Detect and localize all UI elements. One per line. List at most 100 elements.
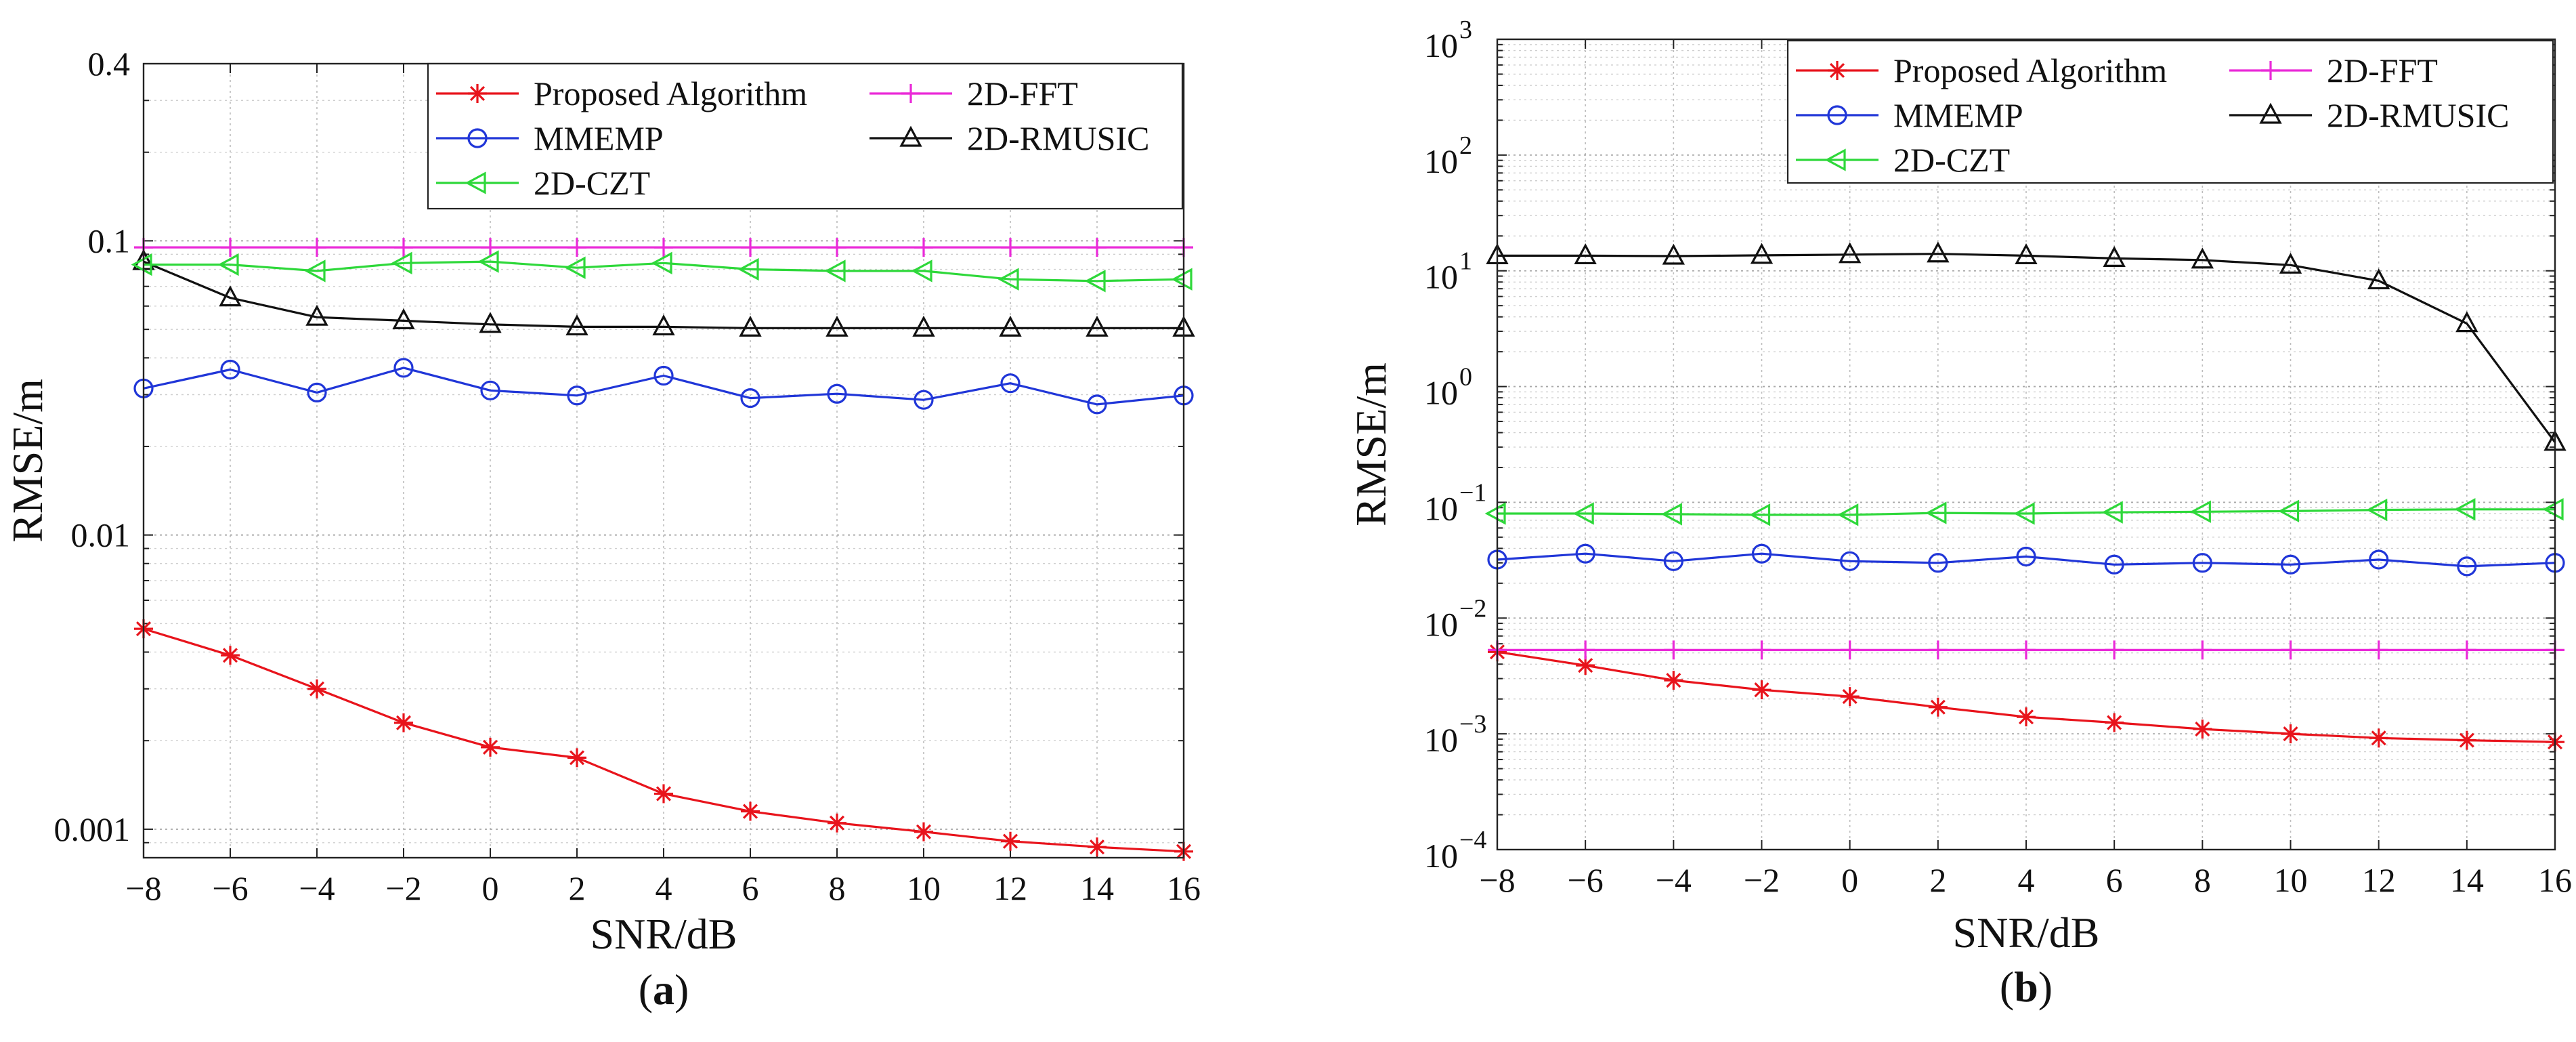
legend-item-2d-fft-point bbox=[2261, 61, 2280, 80]
legend-item-2d-rmusic-label: 2D-RMUSIC bbox=[2327, 96, 2509, 134]
x-tick-label: −4 bbox=[1656, 861, 1692, 899]
series-mmemp-point bbox=[2280, 554, 2301, 575]
series-2d-fft-point bbox=[2281, 640, 2300, 660]
series-2d-fft-point bbox=[2105, 640, 2124, 660]
series-2d-rmusic-point bbox=[652, 314, 675, 336]
series-proposed-algorithm-point bbox=[221, 646, 240, 665]
legend-item-proposed-algorithm-point bbox=[468, 84, 487, 103]
x-tick-label: 4 bbox=[2018, 861, 2035, 899]
series-2d-czt-point bbox=[911, 259, 932, 283]
legend-box bbox=[1786, 39, 2554, 184]
series-2d-rmusic-point bbox=[305, 304, 328, 326]
x-tick-label: 14 bbox=[1080, 869, 1114, 907]
series-2d-fft-point bbox=[2193, 640, 2212, 660]
y-axis-label: RMSE/m bbox=[3, 379, 51, 543]
series-2d-czt bbox=[1484, 498, 2564, 526]
y-axis-label: RMSE/m bbox=[1347, 362, 1395, 526]
series-mmemp-point bbox=[1840, 551, 1860, 571]
series-proposed-algorithm-point bbox=[1840, 687, 1860, 707]
series-2d-czt-point bbox=[131, 253, 152, 276]
legend-item-2d-czt: 2D-CZT bbox=[1796, 141, 2010, 179]
series-2d-czt-point bbox=[391, 251, 412, 274]
legend-item-mmemp-point bbox=[467, 128, 488, 148]
y-tick-exponent: −3 bbox=[1459, 710, 1486, 738]
series-proposed-algorithm-point bbox=[828, 813, 846, 833]
y-tick-exponent: 2 bbox=[1459, 131, 1472, 160]
legend-item-2d-fft: 2D-FFT bbox=[2229, 51, 2438, 89]
x-tick-label: 6 bbox=[2106, 861, 2123, 899]
series-mmemp-point bbox=[740, 388, 760, 409]
series-proposed-algorithm-point bbox=[654, 784, 673, 804]
legend-item-2d-rmusic-label: 2D-RMUSIC bbox=[967, 119, 1149, 157]
series-mmemp-point bbox=[1751, 543, 1772, 564]
series-mmemp-point bbox=[307, 382, 327, 402]
legend-item-2d-czt-label: 2D-CZT bbox=[534, 164, 650, 202]
series-mmemp-point bbox=[480, 380, 500, 400]
y-tick-label: 10 bbox=[1424, 489, 1458, 527]
legend-item-2d-czt: 2D-CZT bbox=[436, 164, 650, 202]
series-2d-rmusic bbox=[1486, 241, 2567, 451]
x-tick-label: 12 bbox=[2362, 861, 2396, 899]
series-2d-czt-point bbox=[997, 268, 1019, 291]
x-tick-label: 2 bbox=[1929, 861, 1946, 899]
legend-item-proposed-algorithm-label: Proposed Algorithm bbox=[534, 75, 807, 112]
legend: Proposed Algorithm 2D-FFT MMEMP 2D-RMUSIC 2D… bbox=[1786, 39, 2554, 184]
series-mmemp bbox=[133, 358, 1194, 415]
series-2d-czt-point bbox=[1572, 502, 1594, 525]
series-2d-czt-line bbox=[1497, 508, 2555, 516]
series-mmemp-point bbox=[2016, 546, 2036, 567]
legend-item-proposed-algorithm: Proposed Algorithm bbox=[1796, 51, 2167, 89]
series-2d-rmusic-point bbox=[912, 315, 935, 337]
series-2d-rmusic-point bbox=[2455, 311, 2478, 333]
series-mmemp-point bbox=[2369, 549, 2389, 570]
series-2d-fft-point bbox=[2017, 640, 2036, 660]
series-2d-czt-line bbox=[144, 260, 1184, 283]
series-2d-fft-point bbox=[1576, 640, 1595, 660]
legend-item-2d-czt-point bbox=[465, 171, 486, 194]
series-2d-czt-point bbox=[2542, 498, 2564, 521]
x-tick-label: −2 bbox=[1744, 861, 1780, 899]
series-2d-fft-point bbox=[1840, 640, 1860, 660]
panel-caption: (b) bbox=[2000, 963, 2053, 1011]
series-2d-fft-point bbox=[1088, 238, 1107, 257]
chart-panel-a: −8 −6 −4 −2 0 2 4 6 8 10 12 14 16 0.001 0.01 0.1 0.4 Prop… bbox=[3, 45, 1201, 1014]
x-tick-label: −6 bbox=[212, 869, 248, 907]
x-tick-label: 10 bbox=[2274, 861, 2308, 899]
y-tick-label: 10 bbox=[1424, 721, 1458, 759]
series-proposed-algorithm-point bbox=[2281, 724, 2300, 744]
series-2d-fft-point bbox=[828, 238, 846, 257]
x-tick-label: 6 bbox=[742, 869, 759, 907]
series-2d-rmusic-line bbox=[143, 260, 1184, 329]
series-2d-fft bbox=[134, 238, 1193, 257]
series-proposed-algorithm-point bbox=[567, 748, 586, 768]
x-tick-label: 16 bbox=[2538, 861, 2572, 899]
legend-item-mmemp: MMEMP bbox=[1796, 96, 2023, 134]
series-proposed-algorithm-point bbox=[1576, 656, 1595, 675]
x-axis-label: SNR/dB bbox=[591, 910, 737, 958]
series-2d-czt-point bbox=[2101, 501, 2123, 524]
legend-box bbox=[427, 62, 1184, 210]
series-proposed-algorithm-point bbox=[1928, 697, 1948, 717]
legend-item-2d-fft: 2D-FFT bbox=[870, 75, 1078, 112]
y-tick-label: 10 bbox=[1424, 374, 1458, 412]
series-2d-rmusic-line bbox=[1497, 253, 2556, 443]
series-2d-czt-point bbox=[1484, 502, 1506, 525]
legend-item-mmemp-point bbox=[1827, 105, 1847, 125]
x-tick-label: 14 bbox=[2450, 861, 2484, 899]
y-tick-label: 0.1 bbox=[88, 222, 131, 259]
legend-item-2d-fft-label: 2D-FFT bbox=[2327, 51, 2438, 89]
legend: Proposed Algorithm 2D-FFT MMEMP 2D-RMUSIC 2D… bbox=[427, 62, 1184, 210]
series-mmemp-point bbox=[653, 365, 674, 386]
legend-item-2d-rmusic-point bbox=[2259, 102, 2282, 124]
series-2d-rmusic-point bbox=[219, 285, 242, 307]
series-mmemp-point bbox=[2192, 553, 2212, 573]
y-tick-label: 10 bbox=[1424, 605, 1458, 643]
series-2d-czt-point bbox=[2013, 502, 2035, 525]
series-proposed-algorithm-point bbox=[2193, 720, 2212, 739]
series-proposed-algorithm-point bbox=[2369, 728, 2388, 748]
x-tick-label: −2 bbox=[385, 869, 421, 907]
series-2d-rmusic-point bbox=[2367, 268, 2390, 290]
x-tick-label: −8 bbox=[1479, 861, 1515, 899]
series-proposed-algorithm bbox=[134, 619, 1193, 861]
